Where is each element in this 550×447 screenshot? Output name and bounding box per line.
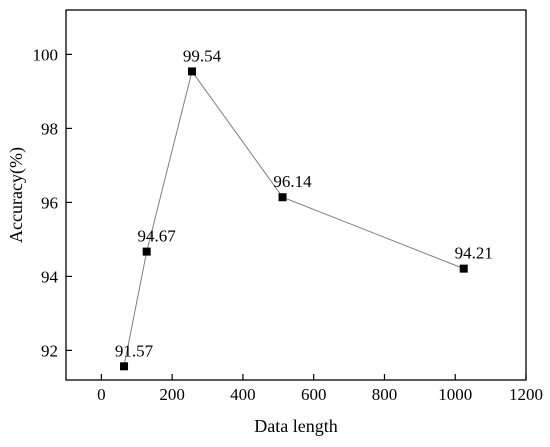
data-labels: 91.57 94.67 99.54 96.14 94.21 bbox=[115, 46, 493, 360]
data-point-label: 94.67 bbox=[138, 227, 177, 246]
data-point-label: 91.57 bbox=[115, 341, 154, 360]
x-axis-ticks: 0 200 400 600 800 1000 1200 bbox=[97, 374, 543, 404]
data-point-label: 96.14 bbox=[273, 172, 312, 191]
plot-frame bbox=[65, 9, 527, 381]
data-point-marker bbox=[187, 67, 196, 76]
x-tick-label: 800 bbox=[372, 385, 398, 404]
y-tick-label: 94 bbox=[41, 267, 59, 286]
data-point-marker bbox=[278, 193, 287, 202]
data-point-marker bbox=[459, 264, 468, 273]
y-tick-label: 98 bbox=[41, 119, 58, 138]
data-point-marker bbox=[120, 362, 129, 371]
x-tick-label: 1200 bbox=[509, 385, 543, 404]
data-point-label: 94.21 bbox=[455, 244, 493, 263]
x-tick-label: 400 bbox=[230, 385, 256, 404]
x-tick-label: 1000 bbox=[438, 385, 472, 404]
series-line bbox=[123, 70, 464, 367]
data-markers bbox=[120, 67, 468, 371]
x-tick-label: 200 bbox=[159, 385, 185, 404]
x-tick-label: 0 bbox=[97, 385, 106, 404]
x-axis-title: Data length bbox=[254, 416, 337, 436]
y-axis-ticks: 92 94 96 98 100 bbox=[33, 45, 72, 360]
y-tick-label: 92 bbox=[41, 341, 58, 360]
data-point-marker bbox=[142, 247, 151, 256]
y-tick-label: 100 bbox=[33, 45, 59, 64]
y-axis-title: Accuracy(%) bbox=[6, 147, 27, 243]
y-tick-label: 96 bbox=[41, 193, 58, 212]
data-point-label: 99.54 bbox=[183, 46, 222, 65]
x-tick-label: 600 bbox=[301, 385, 327, 404]
